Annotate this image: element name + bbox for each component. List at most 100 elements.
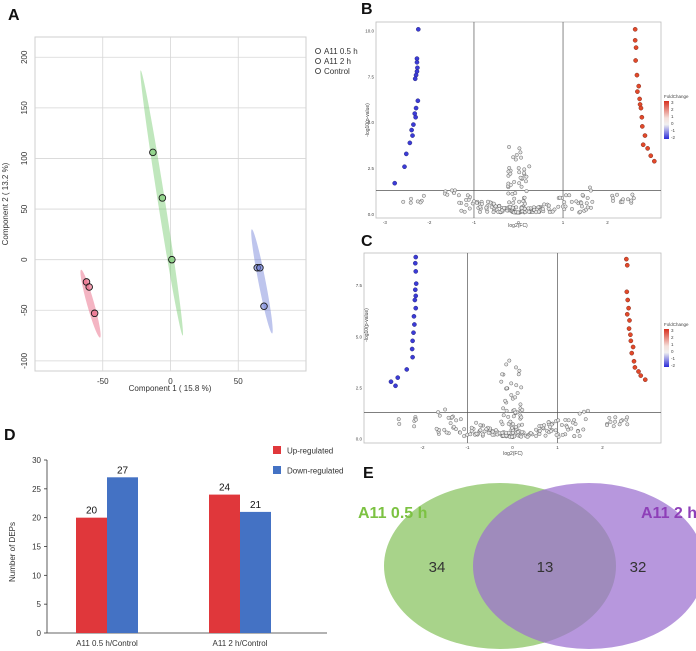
volcano-b-ns-point bbox=[522, 171, 527, 175]
volcano-c-ns-point bbox=[563, 417, 568, 422]
volcano-c-ns-point bbox=[500, 430, 505, 435]
volcano-b-y-axis-title: -log10(p-value) bbox=[365, 103, 371, 137]
volcano-c-up-point bbox=[625, 297, 631, 303]
volcano-c-ns-point bbox=[577, 434, 582, 438]
pca-chart: -50 0 50 -100 -50 0 50 100 150 200 Component 1 ( … bbox=[1, 36, 358, 393]
venn-label-a11-05h: A11 0.5 h bbox=[358, 505, 427, 522]
volcano-b-x-tick-label: 2 bbox=[606, 220, 609, 225]
volcano-c-ns-point bbox=[514, 365, 518, 370]
pca-x-tick-label: 50 bbox=[234, 377, 243, 386]
volcano-c-ns-point bbox=[436, 410, 441, 415]
pca-sample-point bbox=[260, 302, 268, 310]
volcano-b-ns-point bbox=[563, 204, 568, 209]
bar-value-label: 24 bbox=[219, 483, 231, 494]
volcano-b-ns-point bbox=[550, 209, 555, 214]
volcano-b-ns-point bbox=[472, 199, 476, 204]
volcano-b-ns-point bbox=[465, 193, 470, 198]
volcano-b-ns-point bbox=[534, 210, 538, 215]
bar-y-tick-label: 15 bbox=[32, 543, 41, 552]
pca-x-axis-title: Component 1 ( 15.8 %) bbox=[129, 384, 212, 393]
volcano-c-ns-point bbox=[586, 408, 590, 413]
volcano-b-ns-point bbox=[507, 145, 511, 149]
volcano-c-ns-point bbox=[462, 434, 467, 439]
volcano-c-down-point bbox=[413, 305, 419, 311]
volcano-b-ns-point bbox=[508, 182, 513, 187]
volcano-c-down-point bbox=[413, 281, 419, 286]
volcano-c-ns-point bbox=[442, 427, 447, 432]
volcano-b-ns-point bbox=[507, 166, 512, 170]
volcano-b-ns-point bbox=[517, 146, 522, 151]
volcano-b-down-point bbox=[407, 140, 413, 146]
volcano-b-ns-point bbox=[518, 175, 523, 180]
volcano-b-ns-point bbox=[517, 170, 522, 175]
pca-ellipses bbox=[80, 70, 273, 338]
pca-legend-label: A11 0.5 h bbox=[324, 47, 358, 56]
pca-y-tick-label: 100 bbox=[20, 151, 29, 165]
volcano-c-up-point bbox=[630, 344, 636, 350]
volcano-b-ns-point bbox=[445, 192, 450, 197]
volcano-c-ns-point bbox=[617, 422, 622, 427]
volcano-b-ns-point bbox=[570, 207, 574, 211]
volcano-b-nonsignificant-points bbox=[401, 145, 636, 215]
volcano-c-legend-title: FoldChange bbox=[664, 322, 689, 327]
volcano-b-colorbar-tick: 1 bbox=[671, 114, 674, 119]
pca-sample-point bbox=[256, 264, 264, 272]
volcano-b-grid bbox=[376, 22, 661, 218]
volcano-b-ns-point bbox=[513, 157, 518, 162]
volcano-b-ns-point bbox=[401, 199, 406, 204]
volcano-c-ns-point bbox=[549, 429, 553, 434]
volcano-b-down-point bbox=[410, 133, 415, 138]
volcano-b-down-point bbox=[415, 98, 421, 104]
pca-legend-marker bbox=[314, 68, 321, 75]
volcano-b-ns-point bbox=[516, 166, 521, 171]
volcano-b-x-tick-label: 0 bbox=[517, 220, 520, 225]
pca-x-tick-label: 0 bbox=[168, 377, 173, 386]
bar-up-regulated bbox=[76, 517, 107, 633]
bar-up-regulated bbox=[209, 494, 240, 633]
volcano-c-ns-point bbox=[396, 417, 401, 422]
pca-legend-marker bbox=[314, 58, 321, 65]
volcano-b-ns-point bbox=[467, 206, 472, 211]
volcano-b-ns-point bbox=[518, 150, 523, 155]
volcano-b-y-tick-label: 10.0 bbox=[365, 29, 374, 34]
volcano-c-ns-point bbox=[572, 434, 577, 439]
volcano-c-ns-point bbox=[504, 430, 508, 435]
volcano-b-colorbar-tick: -1 bbox=[671, 128, 675, 133]
volcano-c-x-tick-label: 0 bbox=[511, 445, 514, 450]
volcano-b-ns-point bbox=[516, 210, 520, 215]
volcano-c-ns-point bbox=[518, 402, 523, 407]
volcano-c-ns-point bbox=[414, 417, 418, 422]
volcano-c-ns-point bbox=[572, 418, 576, 422]
volcano-b-up-point bbox=[639, 114, 645, 120]
volcano-c-up-point bbox=[624, 256, 629, 262]
volcano-b-ns-point bbox=[464, 202, 469, 207]
volcano-b-ns-point bbox=[569, 199, 574, 204]
volcano-b-ns-point bbox=[457, 200, 462, 205]
volcano-c-ns-point bbox=[516, 430, 520, 435]
volcano-b-ns-point bbox=[567, 193, 572, 198]
volcano-b-ns-point bbox=[578, 209, 583, 214]
volcano-c-ns-point bbox=[450, 415, 454, 420]
volcano-b-frame bbox=[375, 21, 662, 219]
volcano-b-down-point bbox=[402, 164, 407, 170]
bar-bars: 20 27 24 21 bbox=[76, 465, 271, 633]
bar-value-label: 21 bbox=[250, 500, 262, 511]
volcano-c-ns-point bbox=[559, 423, 564, 427]
volcano-b-ns-point bbox=[478, 210, 482, 214]
volcano-c-ns-point bbox=[517, 368, 522, 373]
volcano-c-ns-point bbox=[519, 385, 524, 390]
volcano-c-ns-point bbox=[458, 430, 463, 435]
volcano-c-ns-point bbox=[534, 427, 539, 432]
pca-sample-point bbox=[90, 309, 99, 318]
pca-y-tick-label: 0 bbox=[20, 257, 29, 262]
volcano-b-ns-point bbox=[418, 200, 423, 205]
bar-legend-swatch bbox=[273, 466, 281, 474]
volcano-b-y-tick-label: 5.0 bbox=[368, 120, 375, 125]
pca-sample-point bbox=[168, 255, 176, 264]
volcano-b-ns-point bbox=[526, 206, 531, 211]
volcano-c-ns-point bbox=[581, 427, 586, 432]
bar-legend-label: Down-regulated bbox=[287, 467, 343, 476]
bar-down-regulated bbox=[240, 511, 271, 633]
volcano-c-down-point bbox=[410, 338, 415, 344]
volcano-c-ns-point bbox=[501, 406, 506, 411]
